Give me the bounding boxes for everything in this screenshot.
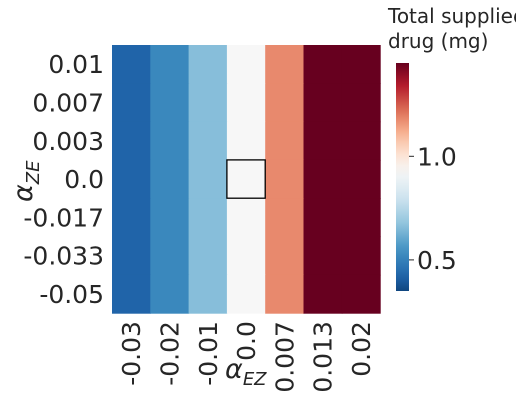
heatmap-cell: [303, 121, 343, 161]
heatmap-cell: [150, 121, 190, 161]
heatmap-cell: [303, 236, 343, 276]
heatmap-cell: [112, 121, 151, 161]
heatmap-cell: [150, 198, 190, 238]
heatmap-cell: [265, 45, 305, 84]
heatmap-cell: [188, 83, 228, 123]
y-axis-label-sub: ZE: [23, 160, 44, 185]
heatmap-cell: [150, 83, 190, 123]
x-axis-label-sub: EZ: [243, 369, 267, 390]
heatmap-cell: [112, 274, 151, 314]
heatmap-cell: [341, 121, 381, 161]
y-axis-label: αZE: [8, 160, 44, 202]
x-axis-label-main: α: [225, 354, 243, 385]
heatmap-cell: [226, 121, 266, 161]
y-tick-labels: 0.01 0.007 0.003 0.0 -0.017 -0.033 -0.05: [23, 50, 104, 309]
heatmap-cell: [226, 236, 266, 276]
heatmap-cell: [112, 198, 151, 238]
colorbar: Total supplied drug (mg) 0.5 1.0: [387, 4, 516, 291]
colorbar-tick-label: 0.5: [417, 246, 457, 275]
heatmap-cell: [226, 159, 266, 199]
x-tick-label: 0.007: [270, 321, 299, 393]
heatmap-cell: [303, 45, 343, 84]
heatmap-cell: [188, 236, 228, 276]
x-tick-label: -0.02: [155, 321, 184, 386]
heatmap-cell: [303, 83, 343, 123]
colorbar-ticks: 0.5 1.0: [409, 142, 457, 275]
colorbar-title-line-2: drug (mg): [388, 29, 488, 53]
y-tick-label: -0.033: [23, 242, 104, 271]
x-tick-label: 0.02: [347, 321, 376, 377]
y-tick-label: -0.05: [39, 280, 104, 309]
x-tick-labels: -0.03 -0.02 -0.01 0.0 0.007 0.013 0.02: [117, 321, 376, 393]
heatmap-cell: [265, 198, 305, 238]
colorbar-title-line-1: Total supplied: [387, 4, 516, 28]
heatmap-cell: [188, 198, 228, 238]
colorbar-tick-label: 1.0: [417, 142, 457, 171]
heatmap-cell: [226, 274, 266, 314]
heatmap-cell: [265, 236, 305, 276]
y-tick-label: 0.01: [48, 50, 104, 79]
y-tick-label: -0.017: [23, 203, 104, 232]
heatmap-cell: [150, 274, 190, 314]
x-tick-label: 0.0: [232, 321, 261, 361]
heatmap-cell: [188, 159, 228, 199]
heatmap-cell: [150, 45, 190, 84]
heatmap-cell: [188, 121, 228, 161]
heatmap-cell: [303, 159, 343, 199]
heatmap-cell: [303, 198, 343, 238]
heatmap-cell: [341, 198, 381, 238]
heatmap-cell: [265, 159, 305, 199]
y-tick-label: 0.003: [32, 127, 104, 156]
heatmap-cell: [112, 236, 151, 276]
heatmap-cell: [341, 159, 381, 199]
y-tick-label: 0.0: [64, 165, 104, 194]
colorbar-gradient: [396, 63, 409, 291]
heatmap-cell: [265, 83, 305, 123]
heatmap-cells: [112, 45, 381, 314]
heatmap-cell: [226, 45, 266, 84]
heatmap-cell: [341, 83, 381, 123]
heatmap-cell: [112, 159, 151, 199]
heatmap-cell: [150, 236, 190, 276]
y-axis-label-main: α: [8, 184, 39, 202]
heatmap-cell: [112, 45, 151, 84]
highlight-cell-box: [226, 159, 266, 199]
heatmap-cell: [112, 83, 151, 123]
heatmap-cell: [226, 83, 266, 123]
x-tick-label: -0.01: [194, 321, 223, 386]
heatmap-cell: [150, 159, 190, 199]
heatmap-cell: [303, 274, 343, 314]
heatmap-cell: [265, 274, 305, 314]
heatmap-cell: [341, 274, 381, 314]
heatmap-cell: [188, 45, 228, 84]
y-tick-label: 0.007: [32, 88, 104, 117]
x-tick-label: -0.03: [117, 321, 146, 386]
heatmap-cell: [341, 45, 381, 84]
heatmap-cell: [341, 236, 381, 276]
x-axis-label: αEZ: [225, 354, 267, 390]
heatmap-cell: [188, 274, 228, 314]
x-tick-label: 0.013: [309, 321, 338, 393]
heatmap-cell: [265, 121, 305, 161]
heatmap-cell: [226, 198, 266, 238]
